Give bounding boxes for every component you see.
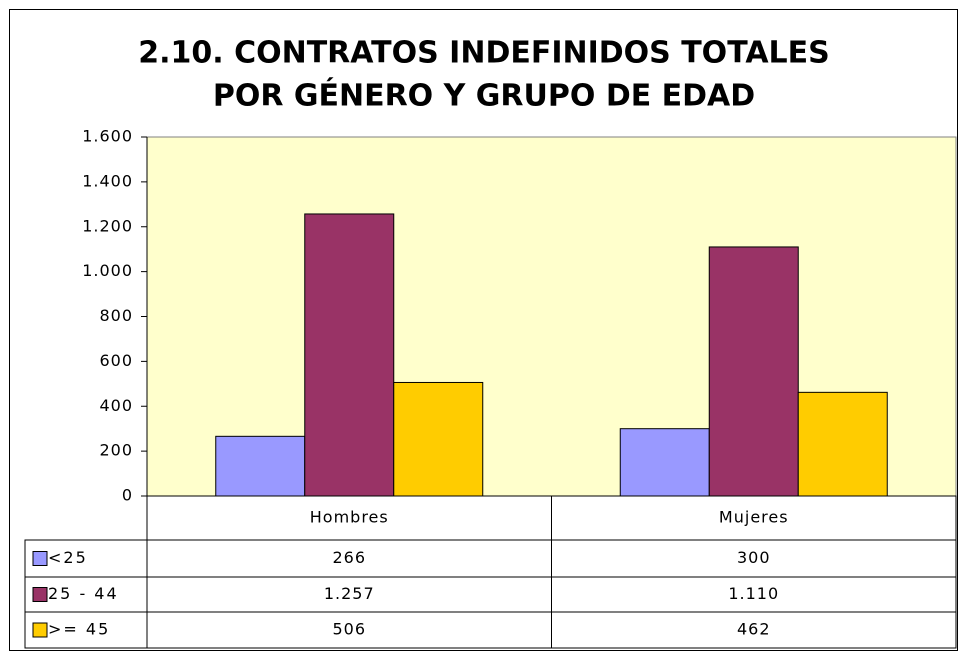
- legend-label: >= 45: [48, 620, 110, 639]
- legend-label: 25 - 44: [48, 584, 119, 603]
- chart-title: 2.10. CONTRATOS INDEFINIDOS TOTALES: [138, 36, 830, 71]
- y-tick-label: 600: [99, 351, 133, 370]
- y-tick-label: 200: [99, 441, 133, 460]
- legend-swatch: [32, 622, 48, 638]
- bar: [215, 435, 306, 497]
- y-tick-label: 1.200: [82, 216, 133, 235]
- legend-swatch: [32, 587, 48, 602]
- y-tick-label: 1.600: [82, 127, 133, 146]
- y-tick-label: 800: [99, 306, 133, 325]
- bar: [708, 246, 799, 497]
- x-tick-label: Mujeres: [719, 508, 789, 527]
- data-label: 462: [737, 620, 771, 639]
- data-label: 300: [737, 548, 771, 567]
- data-label: 1.257: [324, 584, 375, 603]
- data-label: 506: [332, 620, 366, 639]
- bar: [619, 428, 710, 497]
- bar: [393, 381, 484, 497]
- y-tick-label: 0: [122, 486, 133, 505]
- y-tick-label: 400: [99, 396, 133, 415]
- y-tick-label: 1.000: [82, 261, 133, 280]
- bar: [304, 213, 395, 497]
- legend-swatch: [32, 551, 48, 566]
- x-tick-label: Hombres: [310, 508, 389, 527]
- bar: [797, 391, 888, 497]
- y-tick-label: 1.400: [82, 171, 133, 190]
- data-label: 1.110: [728, 584, 779, 603]
- data-label: 266: [332, 548, 366, 567]
- chart-title: POR GÉNERO Y GRUPO DE EDAD: [213, 78, 755, 114]
- data-table: [24, 539, 957, 649]
- legend-label: <25: [48, 548, 88, 567]
